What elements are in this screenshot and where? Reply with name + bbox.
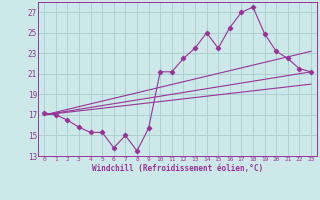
X-axis label: Windchill (Refroidissement éolien,°C): Windchill (Refroidissement éolien,°C): [92, 164, 263, 173]
